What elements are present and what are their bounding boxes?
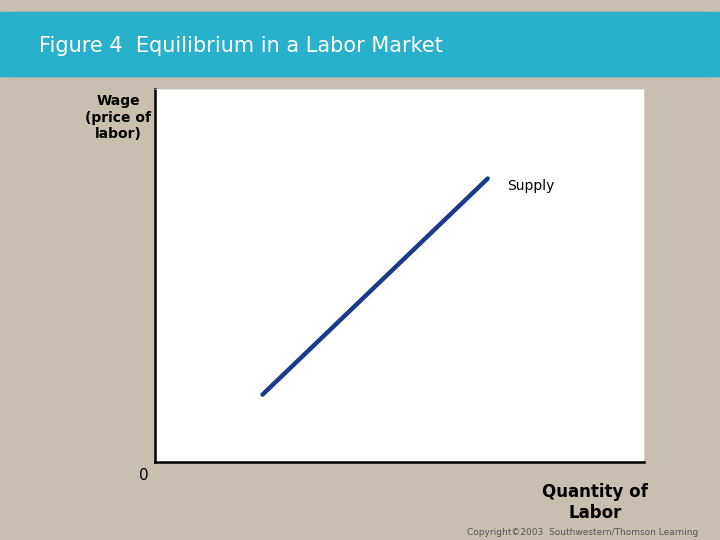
Text: Figure 4  Equilibrium in a Labor Market: Figure 4 Equilibrium in a Labor Market	[39, 36, 442, 56]
Text: Supply: Supply	[508, 179, 554, 193]
Text: 0: 0	[139, 468, 149, 483]
Text: Quantity of
Labor: Quantity of Labor	[542, 483, 648, 522]
Text: Copyright©2003  Southwestern/Thomson Learning: Copyright©2003 Southwestern/Thomson Lear…	[467, 528, 698, 537]
Text: Wage
(price of
labor): Wage (price of labor)	[85, 94, 151, 141]
FancyBboxPatch shape	[0, 12, 720, 77]
